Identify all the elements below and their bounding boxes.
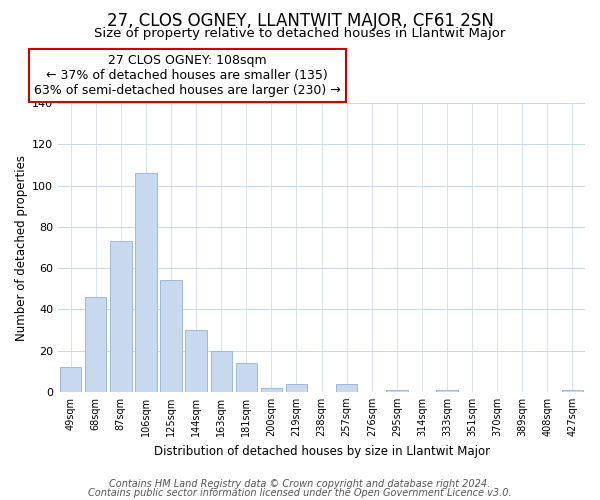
Y-axis label: Number of detached properties: Number of detached properties (15, 154, 28, 340)
Text: Size of property relative to detached houses in Llantwit Major: Size of property relative to detached ho… (94, 28, 506, 40)
Bar (185, 330, 207, 392)
Bar (386, 390, 407, 392)
Bar (286, 384, 307, 392)
Bar (562, 390, 583, 392)
Text: 27 CLOS OGNEY: 108sqm
← 37% of detached houses are smaller (135)
63% of semi-det: 27 CLOS OGNEY: 108sqm ← 37% of detached … (34, 54, 341, 98)
Bar (261, 388, 282, 392)
Bar (436, 390, 458, 392)
Text: Contains public sector information licensed under the Open Government Licence v3: Contains public sector information licen… (88, 488, 512, 498)
Bar (85, 297, 106, 392)
Bar (110, 242, 131, 392)
Text: 27, CLOS OGNEY, LLANTWIT MAJOR, CF61 2SN: 27, CLOS OGNEY, LLANTWIT MAJOR, CF61 2SN (107, 12, 493, 30)
Bar (60, 367, 82, 392)
Bar (236, 363, 257, 392)
Text: Contains HM Land Registry data © Crown copyright and database right 2024.: Contains HM Land Registry data © Crown c… (109, 479, 491, 489)
Bar (336, 384, 358, 392)
X-axis label: Distribution of detached houses by size in Llantwit Major: Distribution of detached houses by size … (154, 444, 490, 458)
Bar (160, 280, 182, 392)
Bar (135, 174, 157, 392)
Bar (211, 350, 232, 392)
